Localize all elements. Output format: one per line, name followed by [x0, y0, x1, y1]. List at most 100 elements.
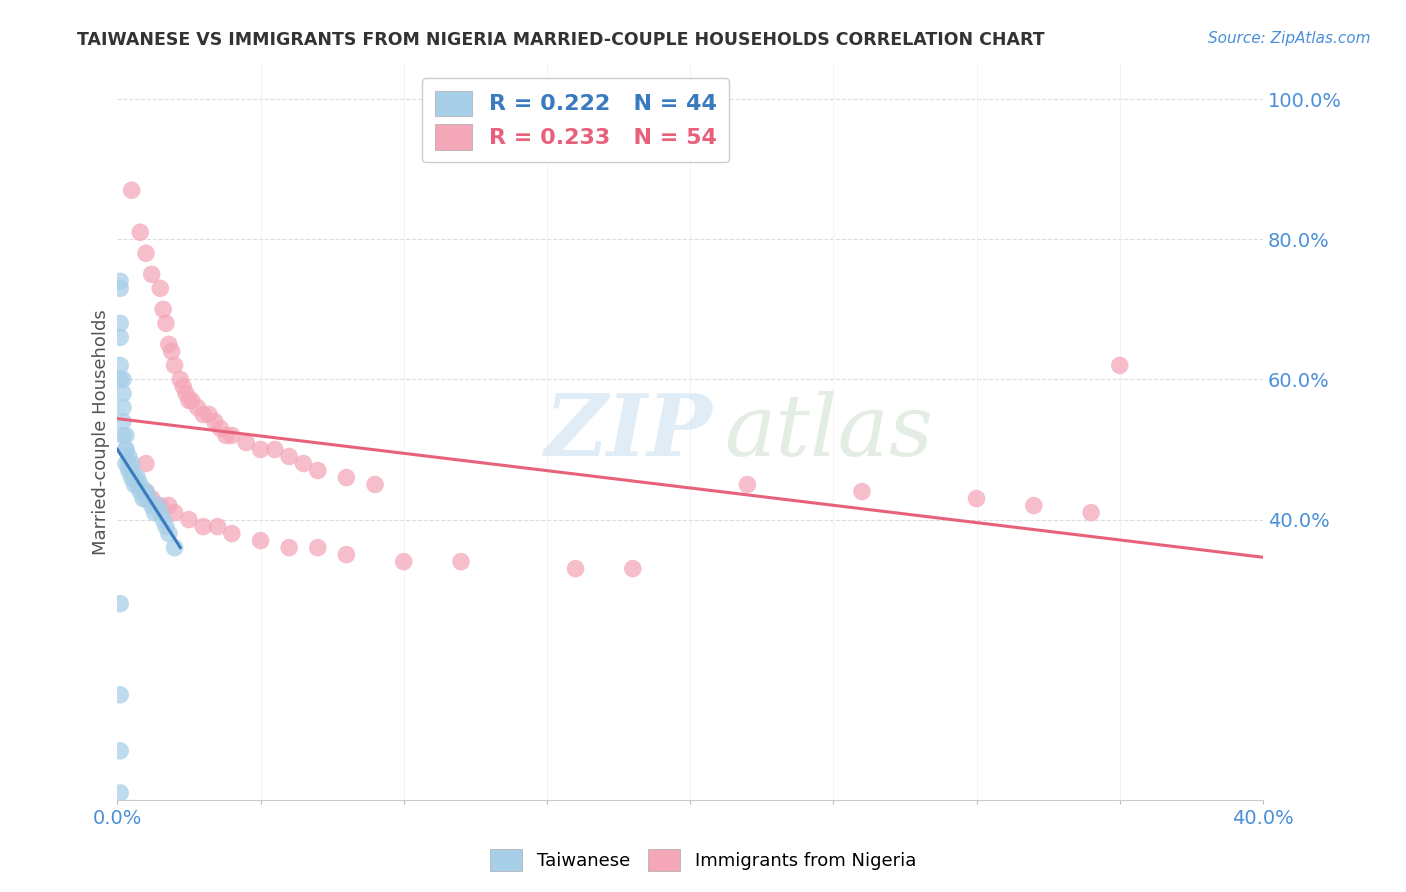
Point [108, 317, 131, 331]
Point [108, 786, 131, 800]
Point [141, 491, 163, 506]
Point [155, 519, 177, 533]
Point [221, 526, 243, 541]
Point [149, 506, 172, 520]
Point [157, 337, 180, 351]
Point [364, 477, 387, 491]
Point [278, 450, 301, 464]
Point [124, 477, 146, 491]
Point [177, 512, 200, 526]
Point [335, 470, 357, 484]
Point [249, 442, 271, 457]
Point [157, 499, 180, 513]
Point [108, 281, 131, 295]
Point [118, 464, 141, 478]
Point [737, 477, 759, 491]
Point [112, 401, 135, 415]
Point [129, 225, 152, 239]
Point [108, 330, 131, 344]
Point [118, 450, 141, 464]
Point [132, 484, 155, 499]
Point [155, 317, 177, 331]
Point [143, 506, 166, 520]
Point [193, 408, 215, 422]
Point [108, 744, 131, 758]
Legend: Taiwanese, Immigrants from Nigeria: Taiwanese, Immigrants from Nigeria [482, 842, 924, 879]
Point [1022, 499, 1045, 513]
Point [249, 533, 271, 548]
Point [108, 688, 131, 702]
Point [121, 464, 143, 478]
Point [149, 499, 172, 513]
Point [207, 519, 229, 533]
Point [163, 506, 186, 520]
Point [198, 408, 221, 422]
Point [174, 386, 197, 401]
Point [115, 457, 138, 471]
Point [152, 512, 174, 526]
Point [1108, 359, 1130, 373]
Point [307, 464, 329, 478]
Point [115, 428, 138, 442]
Point [278, 541, 301, 555]
Point [193, 519, 215, 533]
Point [215, 428, 238, 442]
Point [129, 484, 152, 499]
Point [108, 359, 131, 373]
Point [204, 415, 226, 429]
Legend: R = 0.222   N = 44, R = 0.233   N = 54: R = 0.222 N = 44, R = 0.233 N = 54 [422, 78, 730, 162]
Point [235, 435, 257, 450]
Point [292, 457, 315, 471]
Point [450, 555, 472, 569]
Point [141, 268, 163, 282]
Point [138, 491, 160, 506]
Point [152, 302, 174, 317]
Text: ZIP: ZIP [546, 390, 713, 474]
Point [112, 428, 135, 442]
Point [118, 457, 141, 471]
Point [146, 499, 169, 513]
Point [132, 491, 155, 506]
Point [1080, 506, 1102, 520]
Point [163, 541, 186, 555]
Point [141, 499, 163, 513]
Point [135, 491, 157, 506]
Y-axis label: Married-couple Households: Married-couple Households [93, 310, 110, 555]
Point [621, 561, 644, 575]
Point [851, 484, 873, 499]
Point [135, 246, 157, 260]
Point [564, 561, 586, 575]
Point [112, 386, 135, 401]
Point [108, 274, 131, 288]
Point [135, 484, 157, 499]
Point [121, 183, 143, 197]
Point [124, 470, 146, 484]
Point [307, 541, 329, 555]
Point [163, 359, 186, 373]
Text: atlas: atlas [724, 391, 934, 474]
Point [335, 548, 357, 562]
Point [169, 372, 191, 386]
Point [112, 415, 135, 429]
Point [108, 372, 131, 386]
Point [112, 372, 135, 386]
Point [149, 281, 172, 295]
Point [177, 393, 200, 408]
Point [160, 344, 183, 359]
Text: TAIWANESE VS IMMIGRANTS FROM NIGERIA MARRIED-COUPLE HOUSEHOLDS CORRELATION CHART: TAIWANESE VS IMMIGRANTS FROM NIGERIA MAR… [77, 31, 1045, 49]
Point [121, 457, 143, 471]
Text: Source: ZipAtlas.com: Source: ZipAtlas.com [1208, 31, 1371, 46]
Point [263, 442, 285, 457]
Point [127, 470, 149, 484]
Point [392, 555, 415, 569]
Point [157, 526, 180, 541]
Point [221, 428, 243, 442]
Point [186, 401, 208, 415]
Point [127, 477, 149, 491]
Point [115, 442, 138, 457]
Point [180, 393, 202, 408]
Point [172, 379, 194, 393]
Point [108, 597, 131, 611]
Point [135, 484, 157, 499]
Point [129, 477, 152, 491]
